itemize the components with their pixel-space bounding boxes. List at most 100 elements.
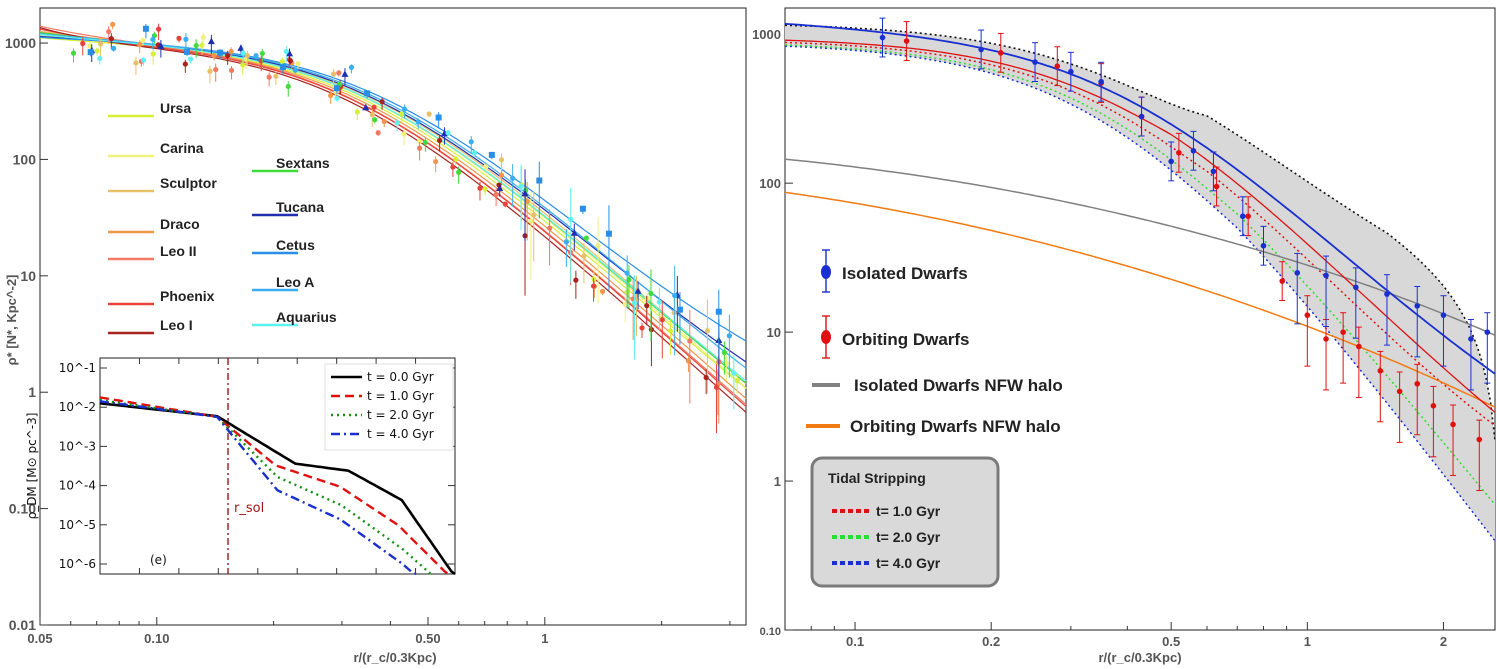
data-point-sculptor (207, 68, 213, 74)
inset-panel-label: (e) (150, 553, 167, 567)
data-point-carina (417, 138, 423, 145)
data-point-tucana (570, 229, 578, 236)
data-point-leo-i (287, 58, 294, 64)
right-plot-frame (784, 7, 1496, 631)
orbiting-point (1245, 213, 1251, 220)
inset-y-tick-label: 10^-4 (59, 479, 96, 493)
isolated-point (1210, 168, 1217, 175)
data-point-leo-a (510, 175, 516, 181)
data-point-carina (528, 218, 534, 224)
data-point-leo-a (563, 239, 569, 245)
data-point-aquarius (187, 56, 194, 62)
data-point-leo-a (415, 119, 421, 125)
left-panel: 0.05 0.10 0.50 1 1000 100 10 1 0.10 0.01 r/(r_c/0.… (4, 7, 747, 665)
data-point-phoenix (371, 104, 377, 110)
y-tick-label: 0.10 (9, 501, 36, 517)
data-point-tucana (521, 189, 529, 197)
isolated-point (1138, 113, 1145, 120)
data-point-tucana (237, 44, 245, 51)
inset-legend-label: t = 2.0 Gyr (367, 408, 434, 422)
legend-label: Ursa (160, 100, 191, 116)
y-tick-label: 0.01 (9, 617, 36, 633)
x-tick-label: 0.5 (1162, 634, 1180, 649)
x-tick-label: 0.10 (144, 631, 169, 646)
legend-label: Sculptor (160, 175, 217, 191)
data-point-cetus (87, 49, 94, 56)
data-point-leo-ii (417, 145, 423, 151)
tidal-legend-label: t= 2.0 Gyr (876, 529, 941, 545)
x-tick-label: 1 (1304, 634, 1311, 649)
isolated-point (1440, 312, 1447, 318)
orbiting-point (1450, 421, 1456, 428)
isolated-point (1294, 270, 1301, 276)
data-point-leo-a (672, 293, 678, 299)
orbiting-point (1377, 367, 1384, 374)
legend-orbiting: Orbiting Dwarfs (821, 315, 970, 359)
tidal-stripping-legend: Tidal Stripping t= 1.0 Gyr t= 2.0 Gyr t= 4.… (810, 456, 1000, 588)
model-curve-sextans (39, 32, 747, 384)
data-point-phoenix (713, 384, 720, 390)
isolated-point (978, 46, 984, 53)
data-point-carina (200, 34, 206, 40)
tidal-box-title: Tidal Stripping (828, 470, 926, 486)
legend-item-draco: Draco (108, 216, 200, 234)
isolated-point (1068, 68, 1074, 75)
isolated-point (1032, 59, 1038, 65)
y-tick-label: 1000 (5, 35, 36, 51)
data-point-leo-i (437, 137, 443, 144)
data-point-leo-i (379, 99, 385, 105)
data-point-aquarius (334, 95, 340, 101)
data-point-cetus (676, 306, 683, 313)
data-point-cetus (279, 64, 286, 71)
x-tick-label: 0.50 (415, 631, 440, 646)
inset-chart: 10^-1 10^-2 10^-3 10^-4 10^-5 10^-6 ρ_DM [M⊙ p… (25, 357, 456, 576)
data-point-sextans (259, 50, 265, 57)
isolated-point (1468, 336, 1474, 342)
data-point-leo-a (624, 270, 630, 276)
tidal-box (810, 456, 1000, 588)
data-point-cetus (184, 48, 191, 55)
legend-label: Isolated Dwarfs (842, 264, 968, 283)
data-point-draco (211, 52, 217, 59)
model-curve-leo-ii (39, 25, 747, 405)
legend-item-cetus: Cetus (252, 237, 315, 255)
y-tick-label: 1 (774, 474, 781, 489)
data-point-cetus (605, 230, 612, 237)
data-point-leo-a (183, 36, 189, 42)
data-point-leo-a (292, 67, 298, 73)
model-curve-leo-i (39, 27, 747, 413)
legend-item-leo-ii: Leo II (108, 243, 197, 261)
data-point-leo-ii (213, 66, 219, 73)
data-point-ursa (240, 62, 246, 68)
orbiting-point (1323, 336, 1329, 342)
inset-curve-1 (99, 396, 449, 575)
data-point-aquarius (568, 216, 574, 222)
data-point-carina (295, 61, 301, 67)
tidal-curve-4gyr (784, 45, 1496, 542)
data-point-ursa (199, 42, 205, 48)
y-tick-label: 10 (20, 268, 36, 284)
data-point-leo-i (703, 374, 709, 381)
model-curve-draco (39, 31, 747, 399)
data-point-carina (87, 43, 93, 49)
inset-legend-label: t = 4.0 Gyr (367, 427, 434, 441)
data-point-leo-a (348, 64, 355, 70)
orbiting-point (1340, 329, 1346, 335)
legend-item-leo-a: Leo A (252, 274, 314, 292)
data-point-phoenix (639, 325, 645, 331)
orbiting-point (997, 50, 1004, 56)
data-point-sextans (193, 42, 199, 49)
x-axis-label: r/(r_c/0.3Kpc) (1098, 650, 1181, 665)
legend-label: Tucana (276, 199, 324, 215)
y-tick-label: 0.10 (760, 626, 781, 638)
inset-curve-2 (99, 398, 434, 576)
data-point-leo-a (150, 36, 156, 43)
data-point-phoenix (176, 35, 182, 41)
data-point-sextans (422, 139, 428, 146)
data-point-cetus (333, 85, 340, 92)
legend-item-leo-i: Leo I (108, 317, 193, 335)
data-point-ursa (734, 378, 740, 384)
tidal-curve-2gyr (784, 44, 1496, 506)
data-point-leo-i (108, 36, 114, 42)
